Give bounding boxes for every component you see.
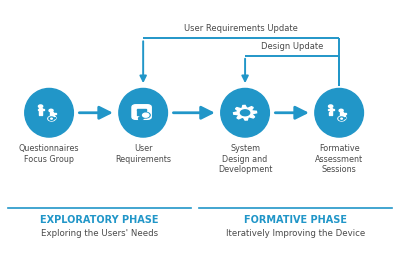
Ellipse shape: [119, 89, 168, 137]
Circle shape: [141, 113, 150, 119]
Circle shape: [344, 118, 346, 119]
Text: FORMATIVE PHASE: FORMATIVE PHASE: [244, 214, 347, 224]
Ellipse shape: [221, 89, 269, 137]
Circle shape: [242, 111, 248, 115]
Circle shape: [338, 117, 345, 121]
Circle shape: [142, 114, 149, 118]
Polygon shape: [50, 113, 53, 116]
Bar: [52, 114, 56, 115]
Text: Questionnaires
Focus Group: Questionnaires Focus Group: [19, 144, 79, 163]
Bar: [340, 116, 344, 117]
Bar: [41, 112, 42, 115]
Bar: [331, 112, 332, 115]
Bar: [330, 108, 332, 112]
Text: Exploring the Users' Needs: Exploring the Users' Needs: [41, 228, 158, 237]
Circle shape: [51, 119, 52, 120]
Text: User Requirements Update: User Requirements Update: [184, 24, 298, 33]
Bar: [40, 108, 42, 112]
Text: User
Requirements: User Requirements: [115, 144, 171, 163]
Circle shape: [38, 105, 43, 108]
Text: Design Update: Design Update: [261, 42, 323, 51]
Bar: [39, 112, 40, 115]
Bar: [138, 109, 146, 110]
Circle shape: [55, 118, 56, 119]
Bar: [138, 113, 146, 114]
Circle shape: [345, 118, 346, 119]
Polygon shape: [340, 113, 343, 116]
Bar: [38, 109, 44, 110]
Bar: [138, 111, 146, 112]
Text: Iteratively Improving the Device: Iteratively Improving the Device: [226, 228, 365, 237]
Circle shape: [238, 109, 252, 117]
Bar: [342, 114, 346, 115]
Bar: [53, 117, 55, 119]
Text: System
Design and
Development: System Design and Development: [218, 144, 272, 173]
Circle shape: [49, 110, 53, 112]
Circle shape: [240, 110, 250, 116]
Bar: [344, 117, 345, 119]
Circle shape: [341, 119, 342, 120]
Circle shape: [328, 105, 333, 108]
Bar: [329, 112, 330, 115]
Bar: [328, 109, 334, 110]
Circle shape: [339, 110, 343, 112]
Bar: [50, 116, 54, 117]
Ellipse shape: [25, 89, 73, 137]
Ellipse shape: [315, 89, 364, 137]
Polygon shape: [234, 106, 257, 121]
FancyBboxPatch shape: [132, 105, 151, 120]
Circle shape: [48, 117, 55, 121]
Circle shape: [339, 118, 344, 121]
Text: EXPLORATORY PHASE: EXPLORATORY PHASE: [40, 214, 159, 224]
Circle shape: [49, 118, 54, 121]
Text: Formative
Assessment
Sessions: Formative Assessment Sessions: [315, 144, 363, 173]
Circle shape: [54, 118, 56, 119]
